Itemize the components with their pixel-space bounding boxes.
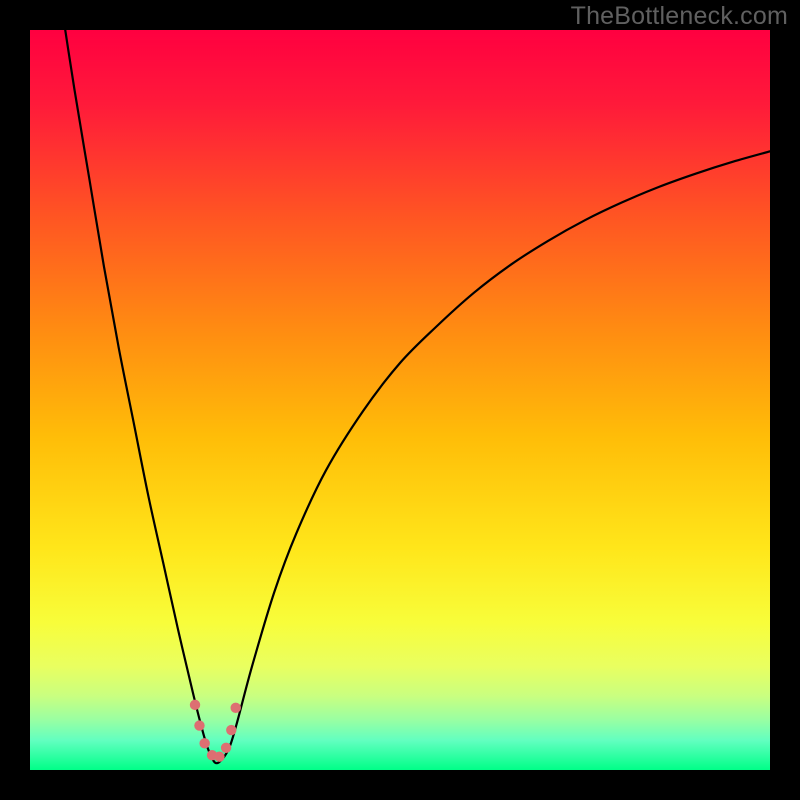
highlight-marker <box>231 703 241 713</box>
highlight-marker <box>199 738 209 748</box>
stage: TheBottleneck.com <box>0 0 800 800</box>
highlight-marker <box>226 725 236 735</box>
highlight-marker <box>194 720 204 730</box>
highlight-marker <box>221 743 231 753</box>
highlight-marker <box>214 751 224 761</box>
curve-layer <box>30 30 770 770</box>
plot-area <box>30 30 770 770</box>
watermark-text: TheBottleneck.com <box>571 2 788 31</box>
highlight-marker <box>190 700 200 710</box>
bottleneck-curve <box>60 30 770 763</box>
